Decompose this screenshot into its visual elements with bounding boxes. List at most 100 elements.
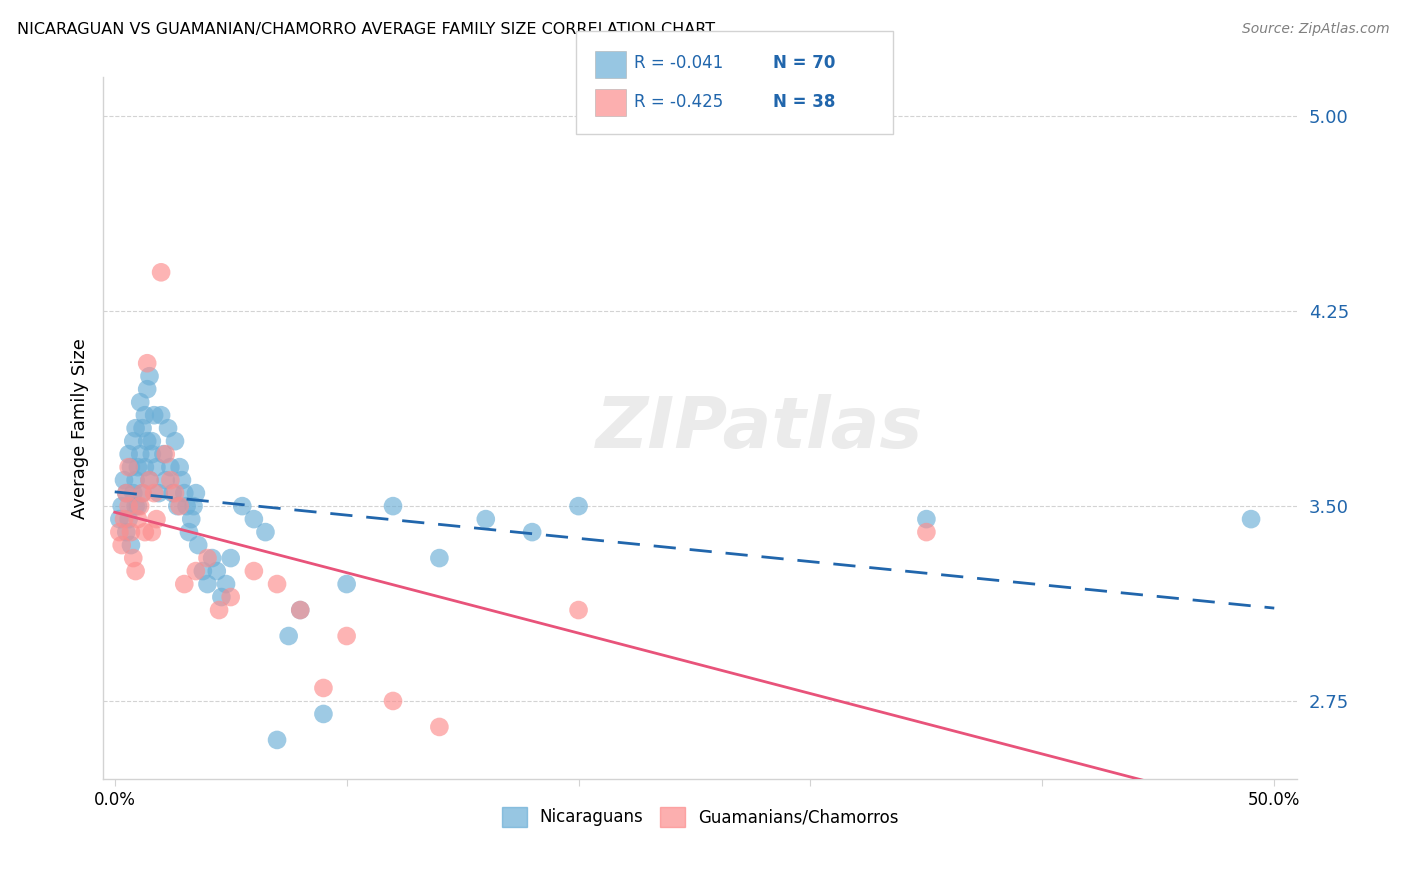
Text: Source: ZipAtlas.com: Source: ZipAtlas.com [1241, 22, 1389, 37]
Point [131, 486, 153, 500]
Point [243, 564, 266, 578]
Point [129, 499, 152, 513]
Point [254, 525, 277, 540]
Point [141, 434, 163, 449]
Point [312, 706, 335, 721]
Point [134, 408, 156, 422]
Point [136, 356, 159, 370]
Point [150, 265, 173, 279]
Point [266, 733, 288, 747]
Text: N = 70: N = 70 [773, 54, 835, 72]
Point [290, 603, 312, 617]
Point [277, 629, 299, 643]
Point [266, 577, 288, 591]
Point [231, 499, 253, 513]
Point [163, 434, 186, 449]
Point [180, 512, 202, 526]
Point [124, 564, 146, 578]
Point [117, 512, 139, 526]
Point [312, 681, 335, 695]
Point [122, 551, 145, 566]
Point [138, 369, 160, 384]
Point [520, 525, 543, 540]
Point [173, 577, 195, 591]
Point [115, 525, 138, 540]
Point [127, 460, 149, 475]
Point [567, 603, 589, 617]
Point [138, 473, 160, 487]
Point [382, 499, 405, 513]
Point [134, 460, 156, 475]
Point [131, 486, 153, 500]
Point [112, 473, 135, 487]
Y-axis label: Average Family Size: Average Family Size [72, 338, 89, 518]
Point [166, 499, 188, 513]
Point [141, 447, 163, 461]
Point [201, 551, 224, 566]
Point [336, 577, 359, 591]
Point [177, 525, 200, 540]
Point [159, 473, 181, 487]
Point [141, 525, 163, 540]
Point [173, 486, 195, 500]
Point [290, 603, 312, 617]
Point [567, 499, 589, 513]
Text: R = -0.041: R = -0.041 [634, 54, 723, 72]
Point [219, 590, 242, 604]
Text: R = -0.425: R = -0.425 [634, 93, 723, 111]
Point [159, 460, 181, 475]
Point [124, 499, 146, 513]
Text: ZIPatlas: ZIPatlas [596, 393, 924, 463]
Point [170, 473, 193, 487]
Point [138, 473, 160, 487]
Point [145, 512, 167, 526]
Point [124, 473, 146, 487]
Point [122, 486, 145, 500]
Point [197, 551, 219, 566]
Point [169, 499, 191, 513]
Point [157, 421, 180, 435]
Point [169, 460, 191, 475]
Point [152, 447, 174, 461]
Point [187, 538, 209, 552]
Point [162, 486, 184, 500]
Point [115, 486, 138, 500]
Point [136, 434, 159, 449]
Point [215, 577, 238, 591]
Point [915, 512, 938, 526]
Point [475, 512, 498, 526]
Point [184, 486, 207, 500]
Point [115, 486, 138, 500]
Point [127, 512, 149, 526]
Point [243, 512, 266, 526]
Point [429, 551, 451, 566]
Point [131, 421, 153, 435]
Point [120, 525, 142, 540]
Text: N = 38: N = 38 [773, 93, 835, 111]
Point [143, 486, 166, 500]
Point [108, 512, 131, 526]
Point [145, 460, 167, 475]
Point [429, 720, 451, 734]
Point [120, 460, 142, 475]
Point [122, 434, 145, 449]
Point [1240, 837, 1263, 851]
Point [184, 564, 207, 578]
Point [163, 486, 186, 500]
Point [915, 525, 938, 540]
Point [205, 564, 228, 578]
Point [191, 564, 214, 578]
Point [112, 512, 135, 526]
Point [129, 395, 152, 409]
Legend: Nicaraguans, Guamanians/Chamorros: Nicaraguans, Guamanians/Chamorros [495, 800, 905, 834]
Point [117, 499, 139, 513]
Text: NICARAGUAN VS GUAMANIAN/CHAMORRO AVERAGE FAMILY SIZE CORRELATION CHART: NICARAGUAN VS GUAMANIAN/CHAMORRO AVERAGE… [17, 22, 716, 37]
Point [155, 447, 177, 461]
Point [108, 525, 131, 540]
Point [155, 473, 177, 487]
Point [183, 499, 205, 513]
Point [111, 499, 134, 513]
Point [336, 629, 359, 643]
Point [117, 460, 139, 475]
Point [382, 694, 405, 708]
